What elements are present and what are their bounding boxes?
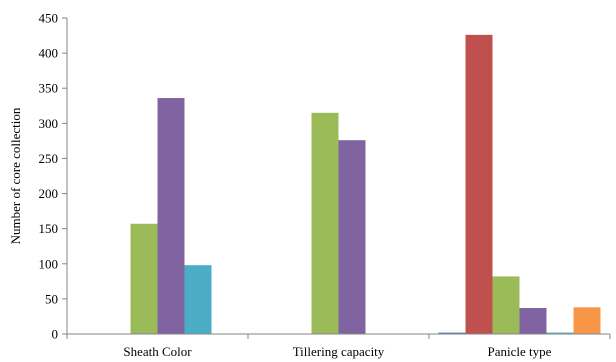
x-tick-label: Sheath Color — [123, 344, 192, 359]
bar — [184, 265, 212, 334]
bar — [546, 332, 574, 334]
y-tick-label: 150 — [39, 221, 59, 236]
y-tick-label: 450 — [39, 11, 59, 26]
y-tick-label: 350 — [39, 81, 59, 96]
bar — [438, 332, 466, 334]
bar — [157, 98, 185, 334]
y-tick-label: 400 — [39, 46, 59, 61]
bar — [492, 276, 520, 334]
bar — [338, 140, 366, 334]
bar — [519, 308, 547, 334]
bars-group — [130, 34, 601, 334]
x-tick-label: Panicle type — [488, 344, 552, 359]
bar — [573, 307, 601, 334]
y-axis-label: Number of core collection — [8, 107, 23, 244]
y-tick-label: 250 — [39, 151, 59, 166]
y-tick-label: 0 — [52, 327, 59, 342]
y-tick-label: 50 — [45, 291, 58, 306]
y-axis-ticks: 0 50 100 150 200 250 300 350 400 450 — [39, 11, 67, 342]
y-tick-label: 100 — [39, 256, 59, 271]
bar — [465, 34, 493, 334]
y-tick-label: 300 — [39, 116, 59, 131]
x-axis-ticks: Sheath Color Tillering capacity Panicle ty… — [66, 334, 611, 359]
y-tick-label: 200 — [39, 186, 59, 201]
bar — [311, 112, 339, 334]
bar — [130, 223, 158, 334]
x-tick-label: Tillering capacity — [293, 344, 385, 359]
